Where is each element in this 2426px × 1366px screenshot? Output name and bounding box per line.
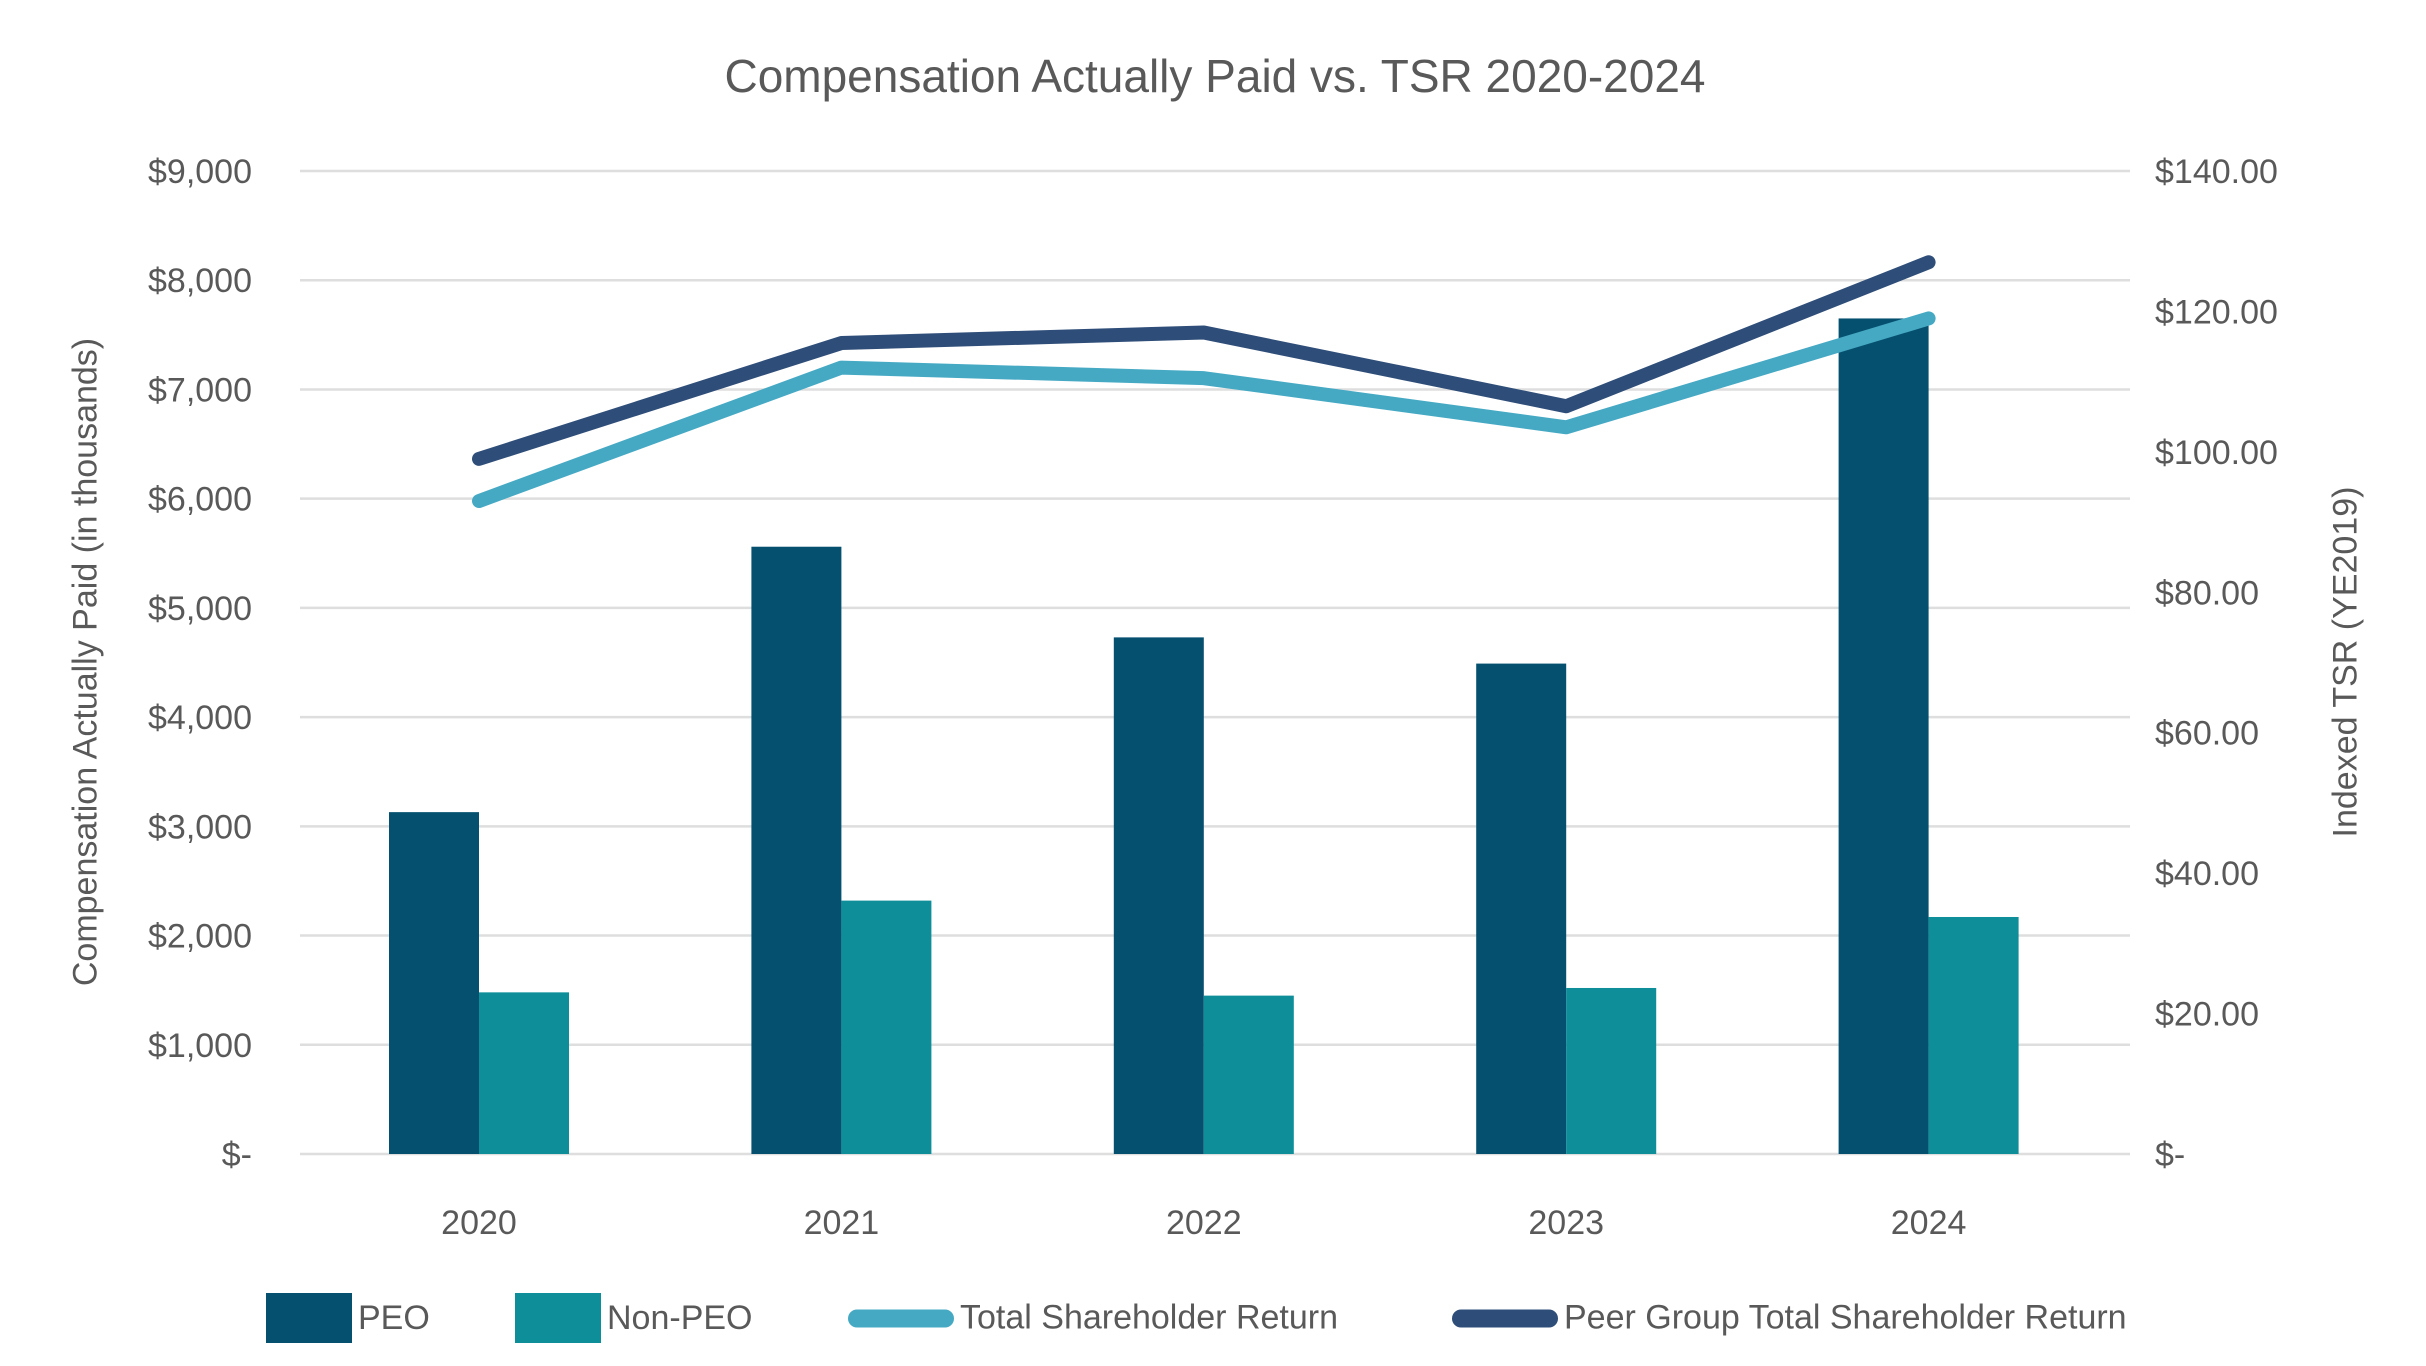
left-axis-tick: $5,000 xyxy=(148,590,252,628)
left-axis-tick: $2,000 xyxy=(148,918,252,956)
bar-peo-2021 xyxy=(751,546,842,1154)
x-axis-label: 2020 xyxy=(441,1204,517,1242)
right-axis-tick: $80.00 xyxy=(2155,574,2259,612)
left-axis-tick: $7,000 xyxy=(148,371,252,409)
right-axis-tick: $120.00 xyxy=(2155,293,2278,331)
bar-peo-2024 xyxy=(1838,318,1929,1154)
left-axis-tick: $9,000 xyxy=(148,153,252,191)
x-axis-label: 2021 xyxy=(804,1204,880,1242)
right-axis-tick: $20.00 xyxy=(2155,996,2259,1034)
line-total-shareholder-return xyxy=(472,311,1936,509)
x-axis-label: 2024 xyxy=(1891,1204,1967,1242)
chart-title: Compensation Actually Paid vs. TSR 2020-… xyxy=(724,50,1706,102)
left-axis-tick: $4,000 xyxy=(148,699,252,737)
bar-non-peo-2022 xyxy=(1203,995,1294,1154)
line-peer-group-total-shareholder-return xyxy=(472,255,1936,466)
bar-non-peo-2021 xyxy=(841,900,932,1154)
bar-peo-2022 xyxy=(1113,637,1204,1154)
left-axis-tick: $1,000 xyxy=(148,1027,252,1065)
right-axis-tick: $60.00 xyxy=(2155,715,2259,753)
right-axis-tick: $100.00 xyxy=(2155,434,2278,472)
bar-peo-2023 xyxy=(1476,663,1567,1154)
right-axis-tick: $- xyxy=(2155,1136,2185,1174)
bar-non-peo-2020 xyxy=(479,992,569,1154)
x-axis-label: 2022 xyxy=(1166,1204,1242,1242)
x-axis-label: 2023 xyxy=(1528,1204,1604,1242)
bar-non-peo-2024 xyxy=(1928,916,2019,1154)
bar-peo-2020 xyxy=(389,812,479,1154)
right-axis-tick: $40.00 xyxy=(2155,855,2259,893)
right-axis-tick: $140.00 xyxy=(2155,153,2278,191)
bar-non-peo-2023 xyxy=(1566,987,1657,1154)
left-axis-tick: $- xyxy=(222,1136,252,1174)
left-axis-tick: $6,000 xyxy=(148,481,252,519)
left-axis-tick: $8,000 xyxy=(148,262,252,300)
left-axis-tick: $3,000 xyxy=(148,808,252,846)
